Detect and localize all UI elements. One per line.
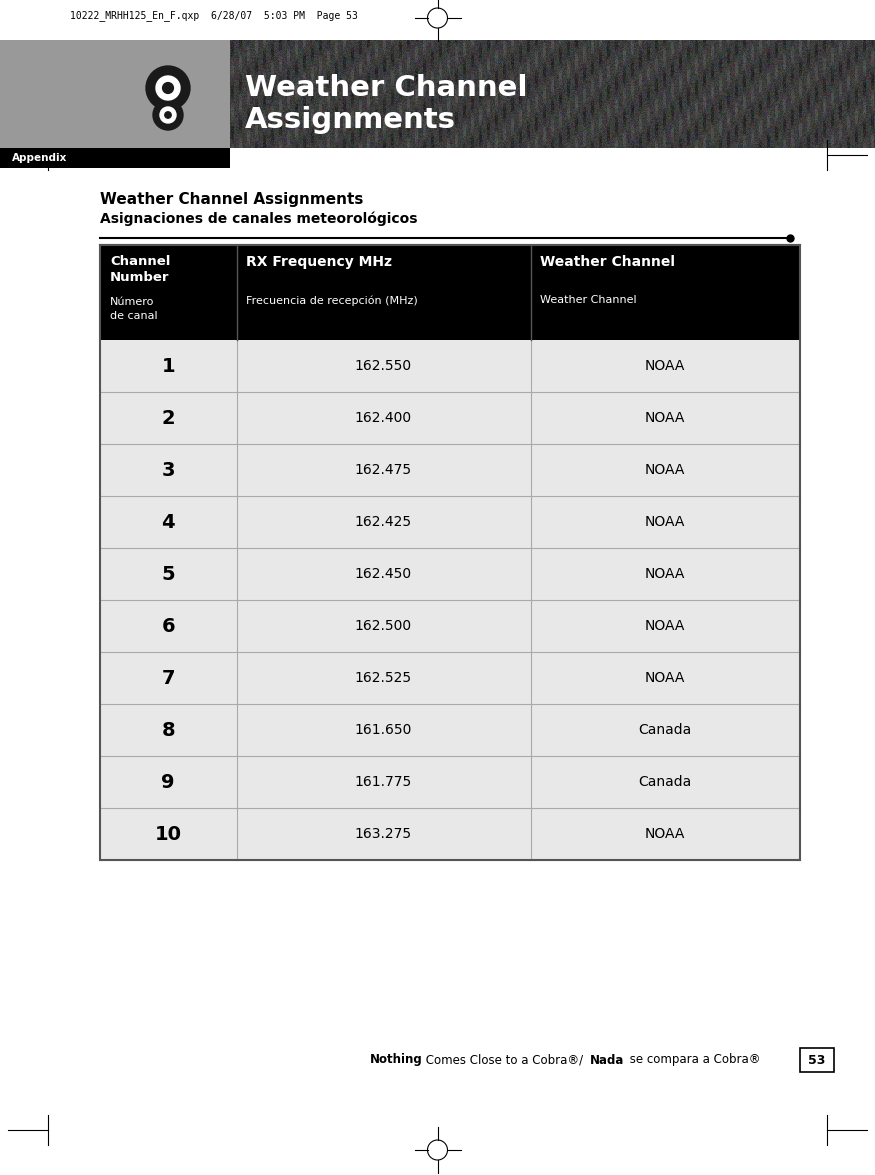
- Circle shape: [160, 107, 176, 123]
- Circle shape: [153, 100, 183, 130]
- Text: Frecuencia de recepción (MHz): Frecuencia de recepción (MHz): [247, 295, 418, 306]
- Text: Appendix: Appendix: [12, 153, 67, 163]
- FancyBboxPatch shape: [0, 40, 230, 148]
- Text: NOAA: NOAA: [645, 360, 685, 372]
- Text: Nothing: Nothing: [370, 1054, 423, 1067]
- Text: 10: 10: [155, 825, 182, 844]
- FancyBboxPatch shape: [100, 704, 800, 756]
- Text: NOAA: NOAA: [645, 827, 685, 841]
- FancyBboxPatch shape: [0, 148, 230, 168]
- Text: Channel: Channel: [110, 255, 171, 268]
- Text: RX Frequency MHz: RX Frequency MHz: [247, 255, 393, 269]
- Text: Weather Channel: Weather Channel: [541, 255, 676, 269]
- Text: Número: Número: [110, 297, 154, 307]
- FancyBboxPatch shape: [100, 652, 800, 704]
- Text: 2: 2: [162, 409, 175, 428]
- Text: 162.550: 162.550: [355, 360, 412, 372]
- Text: 163.275: 163.275: [355, 827, 412, 841]
- Text: NOAA: NOAA: [645, 515, 685, 529]
- FancyBboxPatch shape: [100, 340, 800, 392]
- Text: 9: 9: [162, 772, 175, 792]
- Text: Comes Close to a Cobra®/: Comes Close to a Cobra®/: [422, 1054, 583, 1067]
- Text: 5: 5: [162, 564, 175, 584]
- FancyBboxPatch shape: [100, 444, 800, 496]
- Text: NOAA: NOAA: [645, 671, 685, 685]
- Text: 1: 1: [162, 356, 175, 376]
- FancyBboxPatch shape: [100, 246, 800, 340]
- FancyBboxPatch shape: [100, 496, 800, 548]
- FancyBboxPatch shape: [100, 756, 800, 808]
- Text: Canada: Canada: [639, 776, 692, 788]
- FancyBboxPatch shape: [100, 600, 800, 652]
- Circle shape: [156, 76, 180, 100]
- Text: 7: 7: [162, 669, 175, 687]
- Text: 161.775: 161.775: [355, 776, 412, 788]
- Text: Nada: Nada: [590, 1054, 625, 1067]
- Text: Weather Channel: Weather Channel: [541, 295, 637, 306]
- Text: 162.425: 162.425: [355, 515, 412, 529]
- FancyBboxPatch shape: [800, 1048, 834, 1072]
- Text: 10222_MRHH125_En_F.qxp  6/28/07  5:03 PM  Page 53: 10222_MRHH125_En_F.qxp 6/28/07 5:03 PM P…: [70, 11, 358, 21]
- Text: 162.500: 162.500: [355, 619, 412, 633]
- Text: Weather Channel Assignments: Weather Channel Assignments: [100, 192, 363, 207]
- Text: 53: 53: [808, 1054, 826, 1067]
- Text: se compara a Cobra®: se compara a Cobra®: [626, 1054, 760, 1067]
- Text: Number: Number: [110, 271, 170, 284]
- Text: 162.525: 162.525: [355, 671, 412, 685]
- FancyBboxPatch shape: [100, 548, 800, 600]
- Circle shape: [146, 66, 190, 110]
- Text: 162.400: 162.400: [355, 411, 412, 425]
- Text: Canada: Canada: [639, 723, 692, 737]
- Text: NOAA: NOAA: [645, 568, 685, 580]
- Text: 4: 4: [162, 512, 175, 531]
- Text: 161.650: 161.650: [355, 723, 412, 737]
- Text: Assignments: Assignments: [245, 106, 456, 134]
- Text: 6: 6: [162, 617, 175, 636]
- Text: NOAA: NOAA: [645, 463, 685, 477]
- FancyBboxPatch shape: [100, 808, 800, 860]
- Text: Weather Channel: Weather Channel: [245, 74, 528, 102]
- Text: de canal: de canal: [110, 311, 158, 321]
- Circle shape: [164, 112, 172, 119]
- Text: 162.475: 162.475: [355, 463, 412, 477]
- FancyBboxPatch shape: [100, 392, 800, 444]
- Text: NOAA: NOAA: [645, 411, 685, 425]
- Text: Asignaciones de canales meteorológicos: Asignaciones de canales meteorológicos: [100, 212, 417, 227]
- Text: NOAA: NOAA: [645, 619, 685, 633]
- Circle shape: [163, 82, 173, 93]
- Text: 3: 3: [162, 461, 175, 479]
- Text: 8: 8: [162, 720, 175, 739]
- Text: 162.450: 162.450: [355, 568, 412, 580]
